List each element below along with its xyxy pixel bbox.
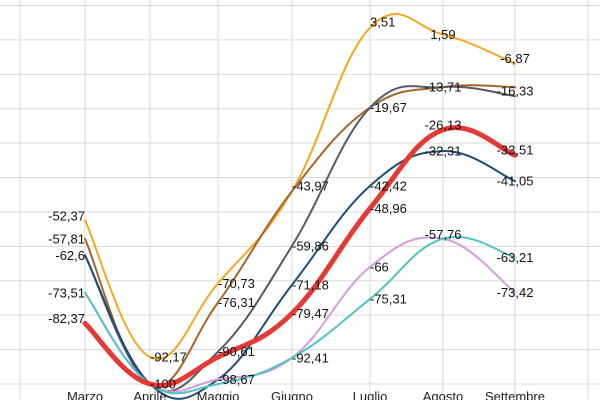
x-tick-label: Marzo [67, 389, 103, 400]
data-label: -62,6 [55, 248, 85, 263]
data-label: -82,37 [48, 311, 85, 326]
data-label: -48,96 [370, 201, 407, 216]
data-label: -57,76 [425, 227, 462, 242]
data-label: -52,37 [48, 209, 85, 224]
data-label: -13,71 [425, 80, 462, 95]
series-lines [82, 13, 518, 400]
x-tick-label: Maggio [197, 389, 240, 400]
data-label: -98,67 [218, 372, 255, 387]
data-label: -16,33 [497, 84, 534, 99]
data-label: -75,31 [370, 292, 407, 307]
x-axis: Marzo Aprile Maggio Giugno Luglio Agosto Sette… [67, 389, 545, 400]
data-label: -26,13 [425, 117, 462, 132]
data-label: -79,47 [292, 306, 329, 321]
x-tick-label: Giugno [271, 389, 313, 400]
data-label: -73,42 [497, 285, 534, 300]
data-label: -59,86 [292, 238, 329, 253]
series-line-5 [82, 125, 518, 388]
data-label: -92,17 [150, 350, 187, 365]
data-label: -73,51 [48, 285, 85, 300]
data-label: -76,31 [218, 295, 255, 310]
x-tick-label: Aprile [133, 389, 166, 400]
data-label: -32,31 [425, 144, 462, 159]
data-label: -66 [370, 260, 389, 275]
data-label: -19,67 [370, 100, 407, 115]
data-label: -71,18 [292, 277, 329, 292]
data-labels: -52,37 -57,81 -62,6 -73,51 -82,37 -92,17 -100 -… [48, 14, 533, 391]
data-label: -57,81 [48, 231, 85, 246]
data-label: 3,51 [370, 14, 395, 29]
data-label: -43,97 [292, 179, 329, 194]
data-label: -42,42 [370, 178, 407, 193]
x-tick-label: Agosto [423, 389, 463, 400]
data-label: -100 [150, 377, 176, 392]
data-label: -6,87 [500, 51, 530, 66]
data-label: 1,59 [430, 27, 455, 42]
data-label: -70,73 [218, 276, 255, 291]
data-label: -90,61 [218, 344, 255, 359]
x-tick-label: Luglio [353, 389, 388, 400]
data-label: -92,41 [292, 350, 329, 365]
series-line-4 [84, 150, 516, 400]
data-label: -33,51 [497, 143, 534, 158]
x-tick-label: Settembre [485, 389, 545, 400]
data-label: -41,05 [497, 174, 534, 189]
data-label: -63,21 [497, 250, 534, 265]
